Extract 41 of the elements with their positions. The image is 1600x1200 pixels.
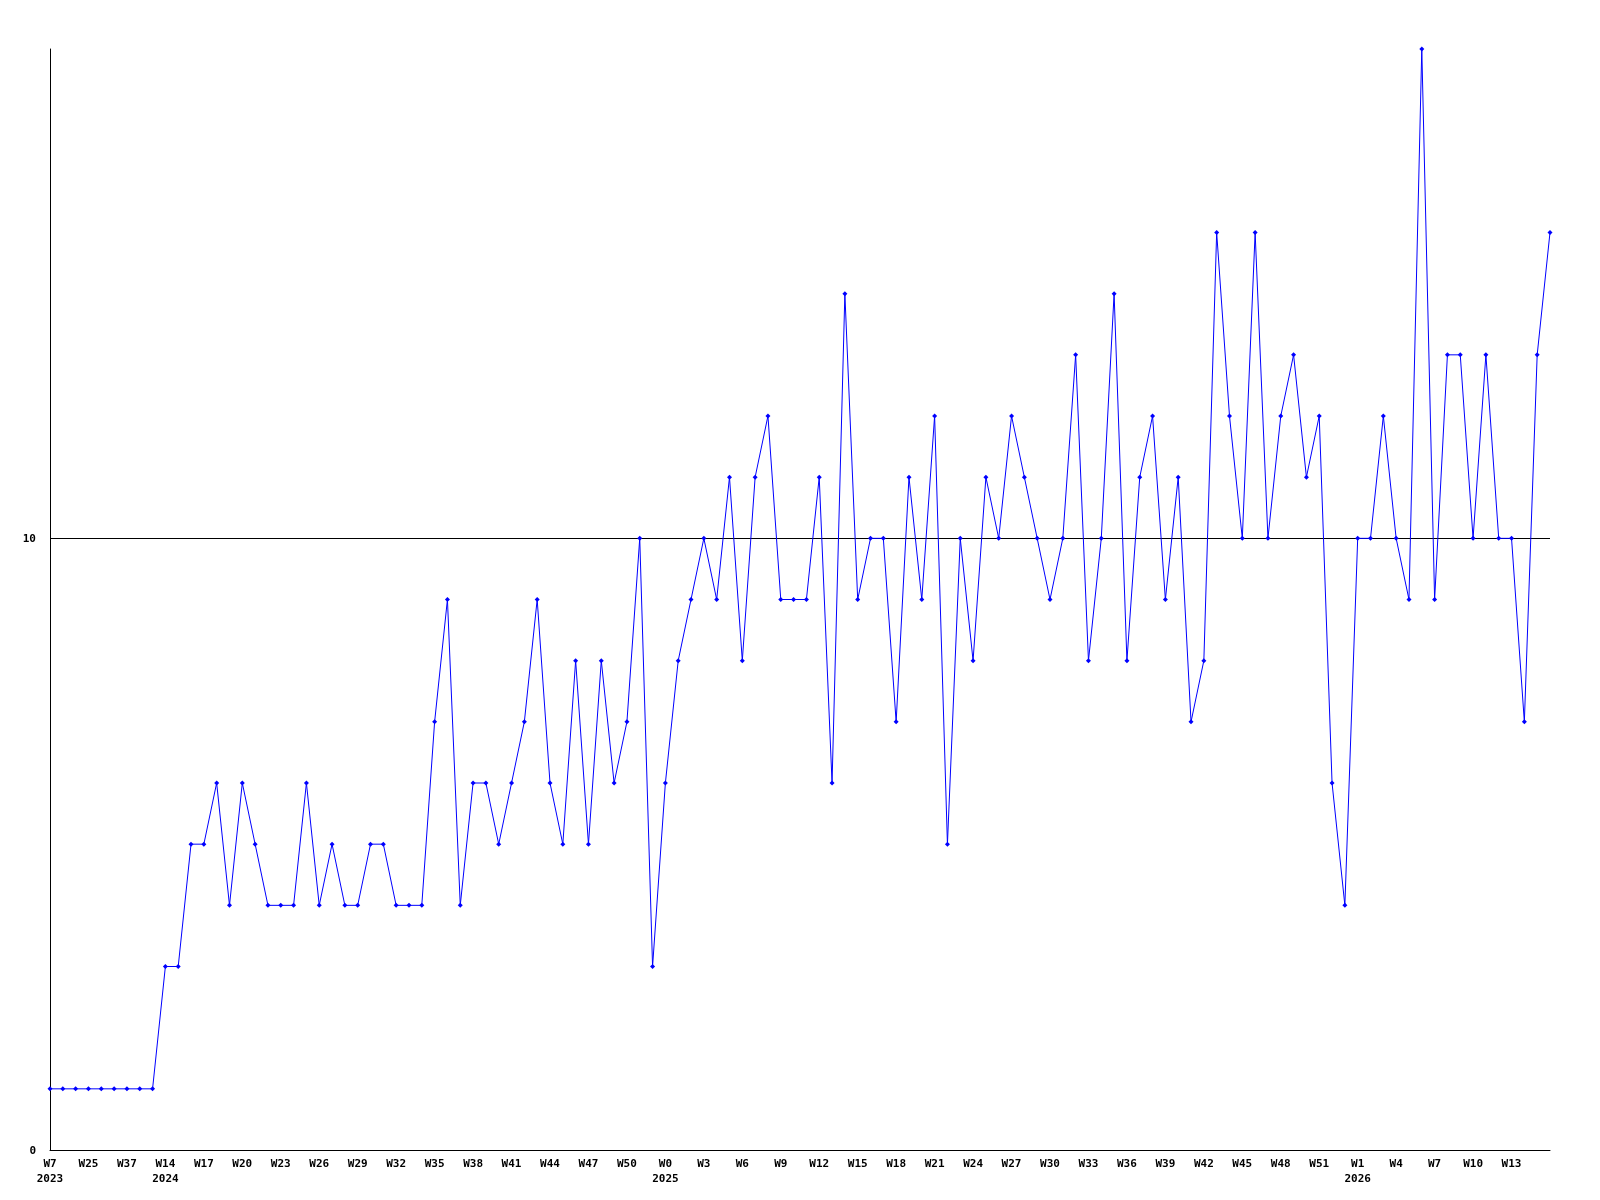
x-tick-label: W51 (1309, 1157, 1330, 1170)
x-tick-label: W32 (386, 1157, 407, 1170)
x-tick-label: W4 (1389, 1157, 1404, 1170)
x-tick-label: W18 (886, 1157, 907, 1170)
x-tick-label: W45 (1232, 1157, 1253, 1170)
x-tick-label: W27 (1001, 1157, 1022, 1170)
x-tick-label: W30 (1040, 1157, 1060, 1170)
x-tick-label: W3 (697, 1157, 711, 1170)
x-tick-label: W20 (232, 1157, 253, 1170)
x-tick-label: W36 (1116, 1157, 1138, 1170)
x-tick-label: W50 (616, 1157, 637, 1170)
x-tick-label: W9 (774, 1157, 788, 1170)
x-tick-label: W48 (1270, 1157, 1291, 1170)
x-tick-label: W13 (1501, 1157, 1522, 1170)
x-tick-label: W25 (78, 1157, 99, 1170)
x-tick-label: W38 (463, 1157, 484, 1170)
x-tick-label: W14 2024 (152, 1157, 179, 1185)
x-tick-label: W44 (540, 1157, 561, 1170)
x-tick-label: W35 (424, 1157, 445, 1170)
x-tick-label: W0 2025 (652, 1157, 679, 1185)
x-tick-label: W7 2023 (36, 1157, 64, 1185)
x-tick-label: W47 (578, 1157, 599, 1170)
x-tick-label: W17 (193, 1157, 214, 1170)
x-tick-label: W37 (116, 1157, 137, 1170)
x-tick-label: W1 2026 (1344, 1157, 1372, 1185)
y-tick-label: 10 (22, 531, 36, 545)
x-tick-label: W41 (501, 1157, 522, 1170)
x-tick-label: W39 (1155, 1157, 1176, 1170)
x-tick-label: W7 (1427, 1157, 1442, 1170)
y-tick-label: 0 (29, 1143, 36, 1157)
x-tick-label: W26 (309, 1157, 330, 1170)
x-tick-label: W23 (270, 1157, 291, 1170)
x-tick-label: W24 (963, 1157, 984, 1170)
x-tick-label: W6 (735, 1157, 750, 1170)
x-tick-label: W33 (1078, 1157, 1099, 1170)
x-tick-label: W21 (924, 1157, 945, 1170)
x-tick-label: W12 (809, 1157, 830, 1170)
x-tick-label: W29 (347, 1157, 368, 1170)
x-tick-label: W10 (1463, 1157, 1484, 1170)
x-tick-label: W42 (1193, 1157, 1214, 1170)
x-tick-label: W15 (847, 1157, 868, 1170)
